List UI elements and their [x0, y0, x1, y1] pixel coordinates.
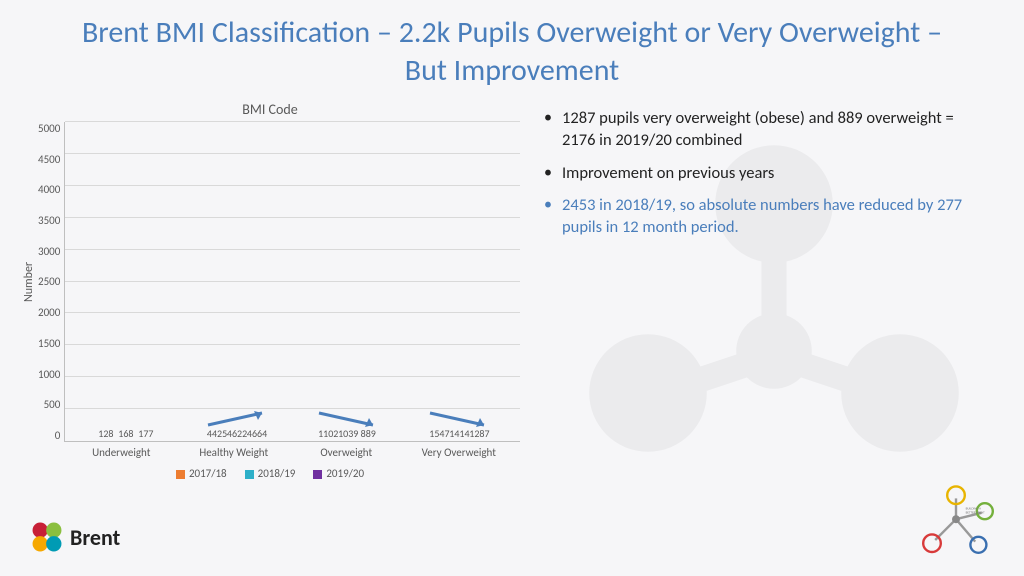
x-label: Healthy Weight [184, 446, 283, 459]
bullet-item: Improvement on previous years [540, 162, 974, 184]
svg-text:BETTER BRENT: BETTER BRENT [966, 511, 986, 515]
bmi-chart: BMI Code Number 500045004000350030002500… [20, 95, 520, 480]
bullet-list: 1287 pupils very overweight (obese) and … [520, 95, 1004, 480]
chart-title: BMI Code [20, 101, 520, 118]
y-axis-label: Number [20, 122, 38, 442]
legend: 2017/18 2018/19 2019/20 [20, 467, 520, 480]
legend-item: 2017/18 [176, 467, 227, 480]
brent-clover-icon [30, 520, 64, 554]
better-brent-icon: BUILDING A BETTER BRENT [916, 484, 996, 556]
bullet-item: 2453 in 2018/19, so absolute numbers hav… [540, 194, 974, 239]
x-label: Underweight [72, 446, 171, 459]
x-label: Very Overweight [409, 446, 508, 459]
x-label: Overweight [297, 446, 396, 459]
legend-item: 2019/20 [313, 467, 364, 480]
x-labels: Underweight Healthy Weight Overweight Very … [20, 442, 520, 459]
content-row: BMI Code Number 500045004000350030002500… [0, 95, 1024, 480]
bullet-item: 1287 pupils very overweight (obese) and … [540, 107, 974, 152]
brent-label: Brent [70, 524, 120, 551]
page-title: Brent BMI Classification – 2.2k Pupils O… [0, 0, 1024, 95]
plot-area: 128168177442546224664 11021039889 154714… [64, 122, 520, 442]
brent-logo: Brent [30, 520, 120, 554]
legend-item: 2018/19 [245, 467, 296, 480]
y-ticks: 5000450040003500300025002000150010005000 [38, 122, 64, 442]
